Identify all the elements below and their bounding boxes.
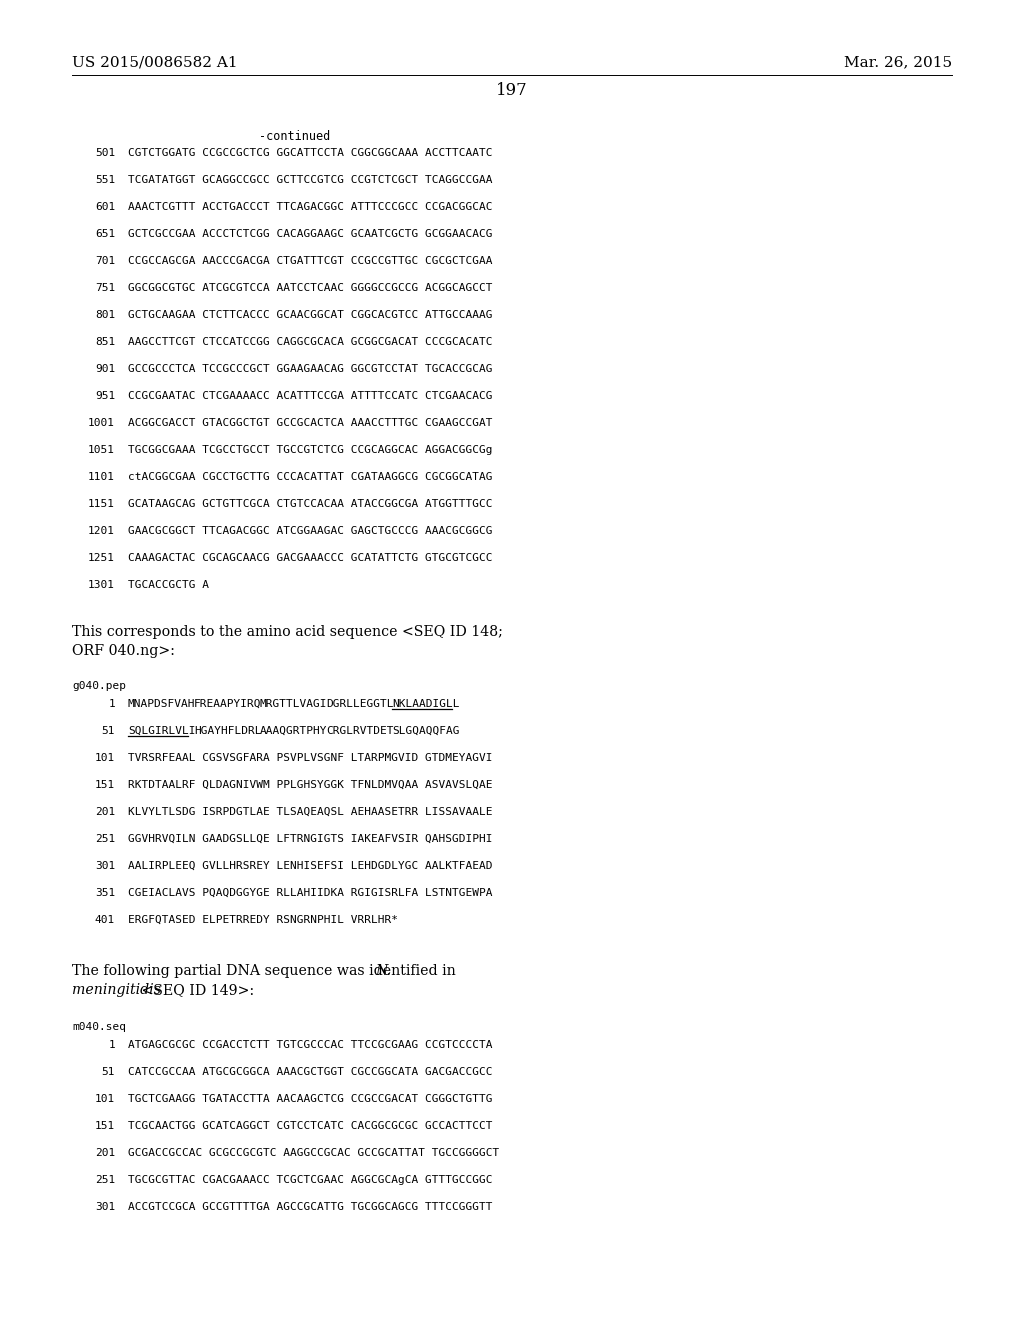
Text: TVRSRFEAAL CGSVSGFARA PSVPLVSGNF LTARPMGVID GTDMEYAGVI: TVRSRFEAAL CGSVSGFARA PSVPLVSGNF LTARPMG… [128, 752, 493, 763]
Text: SQLGIRLVLI: SQLGIRLVLI [128, 726, 196, 737]
Text: GCTCGCCGAA ACCCTCTCGG CACAGGAAGC GCAATCGCTG GCGGAACACG: GCTCGCCGAA ACCCTCTCGG CACAGGAAGC GCAATCG… [128, 228, 493, 239]
Text: 301: 301 [95, 1203, 115, 1212]
Text: GCTGCAAGAA CTCTTCACCC GCAACGGCAT CGGCACGTCC ATTGCCAAAG: GCTGCAAGAA CTCTTCACCC GCAACGGCAT CGGCACG… [128, 310, 493, 319]
Text: TGCGGCGAAA TCGCCTGCCT TGCCGTCTCG CCGCAGGCAC AGGACGGCGg: TGCGGCGAAA TCGCCTGCCT TGCCGTCTCG CCGCAGG… [128, 445, 493, 455]
Text: 551: 551 [95, 176, 115, 185]
Text: <SEQ ID 149>:: <SEQ ID 149>: [137, 983, 254, 997]
Text: 401: 401 [95, 915, 115, 925]
Text: ORF 040.ng>:: ORF 040.ng>: [72, 644, 175, 657]
Text: RKTDTAALRF QLDAGNIVWM PPLGHSYGGK TFNLDMVQAA ASVAVSLQAE: RKTDTAALRF QLDAGNIVWM PPLGHSYGGK TFNLDMV… [128, 780, 493, 789]
Text: NKLAADIGLL: NKLAADIGLL [392, 700, 460, 709]
Text: AAAQGRTPHY: AAAQGRTPHY [260, 726, 328, 737]
Text: TGCGCGTTAC CGACGAAACC TCGCTCGAAC AGGCGCAgCA GTTTGCCGGC: TGCGCGTTAC CGACGAAACC TCGCTCGAAC AGGCGCA… [128, 1175, 493, 1185]
Text: 51: 51 [101, 1067, 115, 1077]
Text: 1201: 1201 [88, 525, 115, 536]
Text: 201: 201 [95, 807, 115, 817]
Text: 651: 651 [95, 228, 115, 239]
Text: 1: 1 [109, 700, 115, 709]
Text: 197: 197 [496, 82, 528, 99]
Text: 951: 951 [95, 391, 115, 401]
Text: AAGCCTTCGT CTCCATCCGG CAGGCGCACA GCGGCGACAT CCCGCACATC: AAGCCTTCGT CTCCATCCGG CAGGCGCACA GCGGCGA… [128, 337, 493, 347]
Text: 201: 201 [95, 1148, 115, 1158]
Text: TCGCAACTGG GCATCAGGCT CGTCCTCATC CACGGCGCGC GCCACTTCCT: TCGCAACTGG GCATCAGGCT CGTCCTCATC CACGGCG… [128, 1121, 493, 1131]
Text: CCGCGAATAC CTCGAAAACC ACATTTCCGA ATTTTCCATC CTCGAACACG: CCGCGAATAC CTCGAAAACC ACATTTCCGA ATTTTCC… [128, 391, 493, 401]
Text: 1251: 1251 [88, 553, 115, 564]
Text: 1151: 1151 [88, 499, 115, 510]
Text: HGAYHFLDRL: HGAYHFLDRL [194, 726, 261, 737]
Text: 351: 351 [95, 888, 115, 898]
Text: 801: 801 [95, 310, 115, 319]
Text: 251: 251 [95, 834, 115, 843]
Text: 1301: 1301 [88, 579, 115, 590]
Text: DGRLLEGGTL: DGRLLEGGTL [326, 700, 393, 709]
Text: 301: 301 [95, 861, 115, 871]
Text: 601: 601 [95, 202, 115, 213]
Text: 251: 251 [95, 1175, 115, 1185]
Text: 101: 101 [95, 1094, 115, 1104]
Text: MNAPDSFVAH: MNAPDSFVAH [128, 700, 196, 709]
Text: N.: N. [375, 964, 391, 978]
Text: GAACGCGGCT TTCAGACGGC ATCGGAAGAC GAGCTGCCCG AAACGCGGCG: GAACGCGGCT TTCAGACGGC ATCGGAAGAC GAGCTGC… [128, 525, 493, 536]
Text: ACGGCGACCT GTACGGCTGT GCCGCACTCA AAACCTTTGC CGAAGCCGAT: ACGGCGACCT GTACGGCTGT GCCGCACTCA AAACCTT… [128, 418, 493, 428]
Text: Mar. 26, 2015: Mar. 26, 2015 [844, 55, 952, 69]
Text: TCGATATGGT GCAGGCCGCC GCTTCCGTCG CCGTCTCGCT TCAGGCCGAA: TCGATATGGT GCAGGCCGCC GCTTCCGTCG CCGTCTC… [128, 176, 493, 185]
Text: 1001: 1001 [88, 418, 115, 428]
Text: AAACTCGTTT ACCTGACCCT TTCAGACGGC ATTTCCCGCC CCGACGGCAC: AAACTCGTTT ACCTGACCCT TTCAGACGGC ATTTCCC… [128, 202, 493, 213]
Text: ATGAGCGCGC CCGACCTCTT TGTCGCCCAC TTCCGCGAAG CCGTCCCCTA: ATGAGCGCGC CCGACCTCTT TGTCGCCCAC TTCCGCG… [128, 1040, 493, 1049]
Text: ACCGTCCGCA GCCGTTTTGA AGCCGCATTG TGCGGCAGCG TTTCCGGGTT: ACCGTCCGCA GCCGTTTTGA AGCCGCATTG TGCGGCA… [128, 1203, 493, 1212]
Text: g040.pep: g040.pep [72, 681, 126, 690]
Text: 901: 901 [95, 364, 115, 374]
Text: 101: 101 [95, 752, 115, 763]
Text: 151: 151 [95, 780, 115, 789]
Text: US 2015/0086582 A1: US 2015/0086582 A1 [72, 55, 238, 69]
Text: GGCGGCGTGC ATCGCGTCCA AATCCTCAAC GGGGCCGCCG ACGGCAGCCT: GGCGGCGTGC ATCGCGTCCA AATCCTCAAC GGGGCCG… [128, 282, 493, 293]
Text: 151: 151 [95, 1121, 115, 1131]
Text: KLVYLTLSDG ISRPDGTLAE TLSAQEAQSL AEHAASETRR LISSAVAALE: KLVYLTLSDG ISRPDGTLAE TLSAQEAQSL AEHAASE… [128, 807, 493, 817]
Text: 1101: 1101 [88, 473, 115, 482]
Text: The following partial DNA sequence was identified in: The following partial DNA sequence was i… [72, 964, 460, 978]
Text: MRGTTLVAGI: MRGTTLVAGI [260, 700, 328, 709]
Text: 1051: 1051 [88, 445, 115, 455]
Text: GGVHRVQILN GAADGSLLQE LFTRNGIGTS IAKEAFVSIR QAHSGDIPHI: GGVHRVQILN GAADGSLLQE LFTRNGIGTS IAKEAFV… [128, 834, 493, 843]
Text: 701: 701 [95, 256, 115, 267]
Text: FREAAPYIRQ: FREAAPYIRQ [194, 700, 261, 709]
Text: SLGQAQQFAG: SLGQAQQFAG [392, 726, 460, 737]
Text: ERGFQTASED ELPETRREDY RSNGRNPHIL VRRLHR*: ERGFQTASED ELPETRREDY RSNGRNPHIL VRRLHR* [128, 915, 398, 925]
Text: AALIRPLEEQ GVLLHRSREY LENHISEFSI LEHDGDLYGC AALKTFAEAD: AALIRPLEEQ GVLLHRSREY LENHISEFSI LEHDGDL… [128, 861, 493, 871]
Text: CATCCGCCAA ATGCGCGGCA AAACGCTGGT CGCCGGCATA GACGACCGCC: CATCCGCCAA ATGCGCGGCA AAACGCTGGT CGCCGGC… [128, 1067, 493, 1077]
Text: CAAAGACTAC CGCAGCAACG GACGAAACCC GCATATTCTG GTGCGTCGCC: CAAAGACTAC CGCAGCAACG GACGAAACCC GCATATT… [128, 553, 493, 564]
Text: CGEIACLAVS PQAQDGGYGE RLLAHIIDKA RGIGISRLFA LSTNTGEWPA: CGEIACLAVS PQAQDGGYGE RLLAHIIDKA RGIGISR… [128, 888, 493, 898]
Text: CRGLRVTDET: CRGLRVTDET [326, 726, 393, 737]
Text: ctACGGCGAA CGCCTGCTTG CCCACATTAT CGATAAGGCG CGCGGCATAG: ctACGGCGAA CGCCTGCTTG CCCACATTAT CGATAAG… [128, 473, 493, 482]
Text: TGCTCGAAGG TGATACCTTA AACAAGCTCG CCGCCGACAT CGGGCTGTTG: TGCTCGAAGG TGATACCTTA AACAAGCTCG CCGCCGA… [128, 1094, 493, 1104]
Text: 751: 751 [95, 282, 115, 293]
Text: 51: 51 [101, 726, 115, 737]
Text: -continued: -continued [259, 129, 331, 143]
Text: meningitidis: meningitidis [72, 983, 161, 997]
Text: TGCACCGCTG A: TGCACCGCTG A [128, 579, 209, 590]
Text: GCATAAGCAG GCTGTTCGCA CTGTCCACAA ATACCGGCGA ATGGTTTGCC: GCATAAGCAG GCTGTTCGCA CTGTCCACAA ATACCGG… [128, 499, 493, 510]
Text: CCGCCAGCGA AACCCGACGA CTGATTTCGT CCGCCGTTGC CGCGCTCGAA: CCGCCAGCGA AACCCGACGA CTGATTTCGT CCGCCGT… [128, 256, 493, 267]
Text: GCGACCGCCAC GCGCCGCGTC AAGGCCGCAC GCCGCATTAT TGCCGGGGCT: GCGACCGCCAC GCGCCGCGTC AAGGCCGCAC GCCGCA… [128, 1148, 500, 1158]
Text: This corresponds to the amino acid sequence <SEQ ID 148;: This corresponds to the amino acid seque… [72, 624, 503, 639]
Text: 501: 501 [95, 148, 115, 158]
Text: 851: 851 [95, 337, 115, 347]
Text: CGTCTGGATG CCGCCGCTCG GGCATTCCTA CGGCGGCAAA ACCTTCAATC: CGTCTGGATG CCGCCGCTCG GGCATTCCTA CGGCGGC… [128, 148, 493, 158]
Text: 1: 1 [109, 1040, 115, 1049]
Text: m040.seq: m040.seq [72, 1022, 126, 1032]
Text: GCCGCCCTCA TCCGCCCGCT GGAAGAACAG GGCGTCCTAT TGCACCGCAG: GCCGCCCTCA TCCGCCCGCT GGAAGAACAG GGCGTCC… [128, 364, 493, 374]
